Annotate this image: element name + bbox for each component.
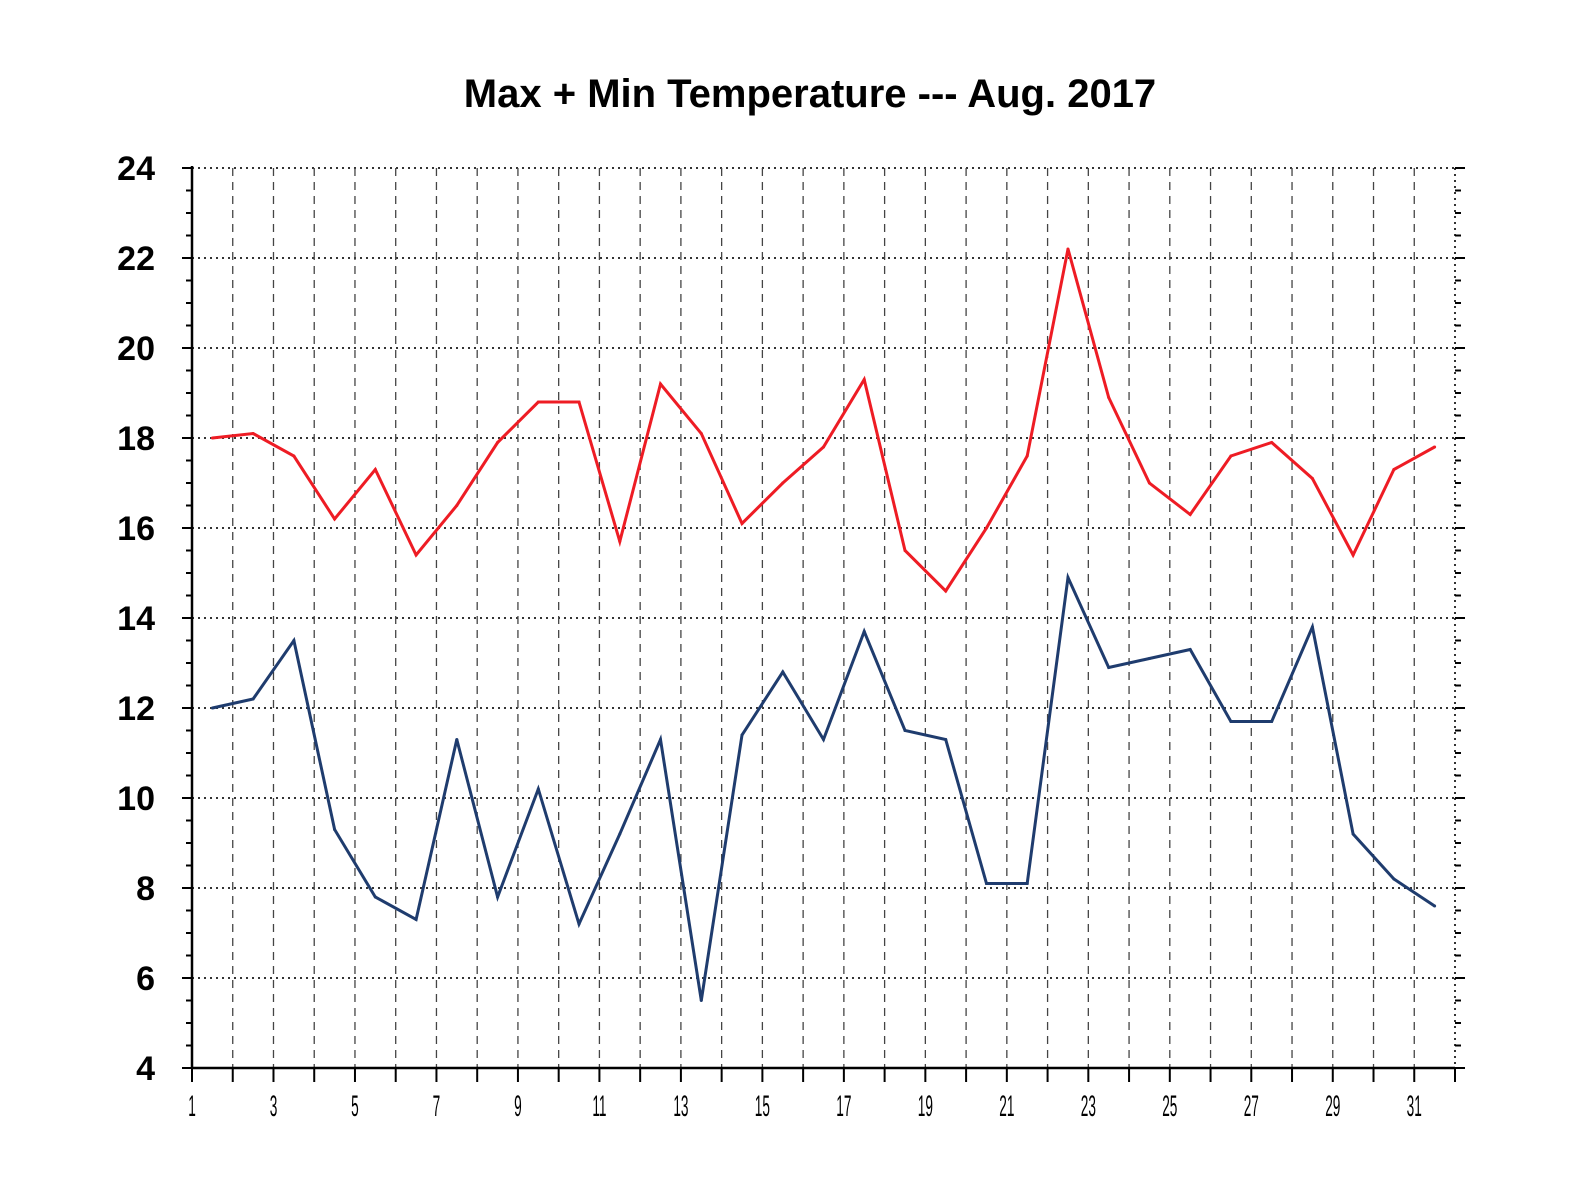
y-tick-label: 6 bbox=[136, 960, 155, 998]
x-tick-labels: 1 3 5 7 9 11 13 15 17 19 21 23 25 27 29 31 bbox=[188, 1089, 1422, 1122]
data-point bbox=[659, 382, 663, 386]
data-point bbox=[1147, 481, 1151, 485]
data-point bbox=[1229, 454, 1233, 458]
x-tick-label: 21 bbox=[999, 1089, 1014, 1122]
grid bbox=[192, 167, 1456, 1068]
data-point bbox=[984, 526, 988, 530]
y-tick-label: 10 bbox=[117, 780, 155, 818]
axes bbox=[182, 166, 1465, 1082]
x-tick-label: 3 bbox=[270, 1089, 278, 1122]
data-point bbox=[1066, 247, 1070, 251]
chart-title: Max + Min Temperature --- Aug. 2017 bbox=[463, 72, 1157, 116]
data-point bbox=[822, 445, 825, 449]
data-point bbox=[1392, 877, 1396, 881]
data-point bbox=[455, 504, 459, 507]
data-point bbox=[333, 517, 337, 521]
data-point bbox=[577, 400, 581, 404]
data-point bbox=[1025, 882, 1029, 885]
data-point bbox=[373, 468, 377, 471]
data-point bbox=[414, 918, 418, 921]
data-point bbox=[699, 432, 703, 435]
x-tick-label: 17 bbox=[836, 1089, 851, 1122]
data-point bbox=[1025, 454, 1029, 458]
data-point bbox=[618, 540, 622, 543]
data-point bbox=[944, 738, 948, 741]
data-point bbox=[1188, 513, 1192, 516]
data-point bbox=[618, 832, 622, 836]
data-point bbox=[903, 729, 907, 732]
x-tick-label: 7 bbox=[433, 1089, 441, 1122]
data-point bbox=[210, 706, 214, 710]
data-point bbox=[1433, 904, 1437, 908]
data-point bbox=[1107, 396, 1111, 399]
data-point bbox=[1433, 445, 1437, 449]
data-point bbox=[944, 589, 948, 593]
data-point bbox=[740, 733, 744, 737]
data-point bbox=[1270, 720, 1274, 723]
data-point bbox=[781, 481, 785, 485]
data-point bbox=[659, 738, 663, 741]
data-point bbox=[292, 639, 296, 642]
x-tick-label: 13 bbox=[673, 1089, 688, 1122]
x-tick-label: 27 bbox=[1244, 1089, 1259, 1122]
data-point bbox=[496, 441, 500, 444]
y-tick-label: 24 bbox=[117, 150, 155, 188]
x-tick-label: 5 bbox=[351, 1089, 359, 1122]
data-point bbox=[536, 787, 540, 791]
data-point bbox=[1188, 648, 1192, 651]
x-tick-label: 23 bbox=[1081, 1089, 1096, 1122]
x-tick-label: 11 bbox=[592, 1089, 606, 1122]
series bbox=[210, 247, 1437, 1002]
data-point bbox=[577, 922, 581, 926]
data-point bbox=[1351, 553, 1355, 557]
data-point bbox=[414, 553, 418, 557]
x-tick-label: 25 bbox=[1162, 1089, 1177, 1122]
x-tick-label: 1 bbox=[188, 1089, 196, 1122]
data-point bbox=[1392, 468, 1396, 471]
data-point bbox=[536, 400, 540, 404]
y-tick-label: 4 bbox=[136, 1050, 155, 1088]
data-point bbox=[1351, 832, 1355, 836]
data-point bbox=[1310, 477, 1314, 480]
data-point bbox=[740, 522, 744, 525]
y-tick-label: 18 bbox=[117, 420, 155, 458]
data-point bbox=[496, 895, 500, 899]
x-tick-label: 19 bbox=[918, 1089, 933, 1122]
y-tick-label: 8 bbox=[136, 870, 155, 908]
data-point bbox=[1147, 657, 1151, 660]
y-tick-label: 22 bbox=[117, 240, 155, 278]
data-point bbox=[333, 828, 337, 831]
data-point bbox=[903, 549, 907, 552]
data-point bbox=[455, 738, 459, 741]
data-point bbox=[781, 670, 785, 674]
y-tick-labels: 4 6 8 10 12 14 16 18 20 22 24 bbox=[117, 150, 155, 1088]
x-tick-label: 9 bbox=[514, 1089, 522, 1122]
data-point bbox=[292, 454, 296, 458]
data-point bbox=[1229, 720, 1233, 723]
data-point bbox=[984, 882, 988, 885]
x-tick-label: 15 bbox=[755, 1089, 770, 1122]
data-point bbox=[1107, 666, 1111, 669]
x-tick-label: 29 bbox=[1325, 1089, 1340, 1122]
y-tick-label: 20 bbox=[117, 330, 155, 368]
y-tick-label: 14 bbox=[117, 600, 155, 638]
y-tick-label: 16 bbox=[117, 510, 155, 548]
data-point bbox=[862, 378, 866, 381]
data-point bbox=[699, 999, 703, 1002]
data-point bbox=[1310, 625, 1314, 629]
data-point bbox=[251, 432, 255, 435]
y-tick-label: 12 bbox=[117, 690, 155, 728]
data-point bbox=[822, 738, 825, 741]
data-point bbox=[862, 630, 866, 633]
data-point bbox=[210, 436, 214, 440]
data-point bbox=[1066, 576, 1070, 579]
data-point bbox=[251, 697, 255, 701]
data-point bbox=[1270, 441, 1274, 444]
x-tick-label: 31 bbox=[1407, 1089, 1422, 1122]
data-point bbox=[373, 895, 377, 899]
